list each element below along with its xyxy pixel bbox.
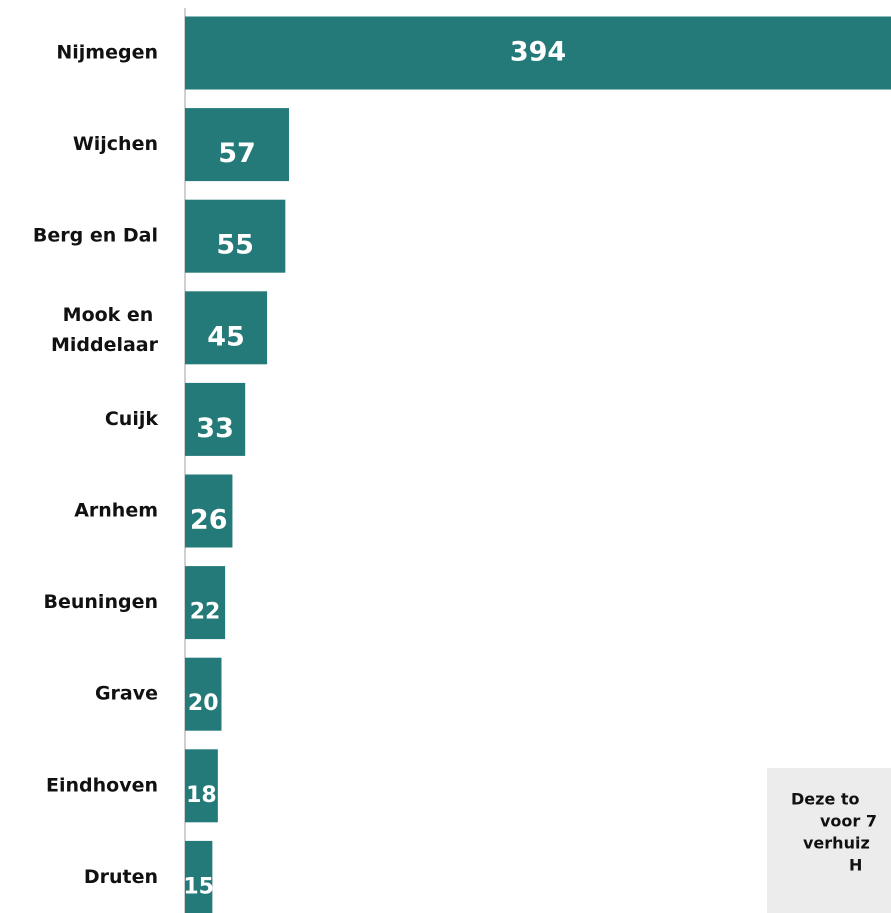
- bar: [185, 199, 286, 273]
- value-label: 26: [190, 505, 228, 536]
- annotation-line: H: [849, 856, 862, 875]
- bar: [185, 16, 891, 90]
- category-label: Cuijk: [105, 408, 158, 430]
- value-label: 55: [216, 230, 254, 261]
- bar: [185, 291, 268, 365]
- value-label: 57: [218, 138, 256, 169]
- bar: [185, 749, 218, 823]
- value-label: 20: [188, 691, 219, 716]
- category-label-line: Mook en: [63, 303, 154, 325]
- bar: [185, 382, 246, 456]
- annotation-line: verhuiz: [803, 834, 870, 853]
- category-label: Druten: [84, 866, 158, 888]
- value-label: 394: [510, 37, 566, 68]
- category-label: Mook en Middelaar: [51, 303, 159, 355]
- category-label: Grave: [95, 683, 158, 705]
- bar: [185, 566, 226, 640]
- annotation-line: voor 7: [820, 812, 877, 831]
- annotation-box: [767, 768, 891, 913]
- category-label: Arnhem: [74, 500, 158, 522]
- value-label: 22: [190, 600, 221, 625]
- bar: [185, 474, 233, 548]
- category-label: Berg en Dal: [33, 225, 158, 247]
- annotation-line: Deze to: [791, 790, 860, 809]
- category-label: Wijchen: [73, 133, 158, 155]
- bar: [185, 108, 289, 182]
- value-label: 15: [183, 874, 214, 899]
- category-label: Beuningen: [44, 591, 158, 613]
- value-label: 33: [196, 413, 234, 444]
- value-label: 18: [186, 783, 217, 808]
- category-label: Nijmegen: [56, 42, 158, 64]
- value-label: 45: [207, 321, 245, 352]
- bar: [185, 840, 213, 913]
- bar: [185, 657, 222, 731]
- category-label-line: Middelaar: [51, 333, 159, 355]
- category-label: Eindhoven: [46, 774, 158, 796]
